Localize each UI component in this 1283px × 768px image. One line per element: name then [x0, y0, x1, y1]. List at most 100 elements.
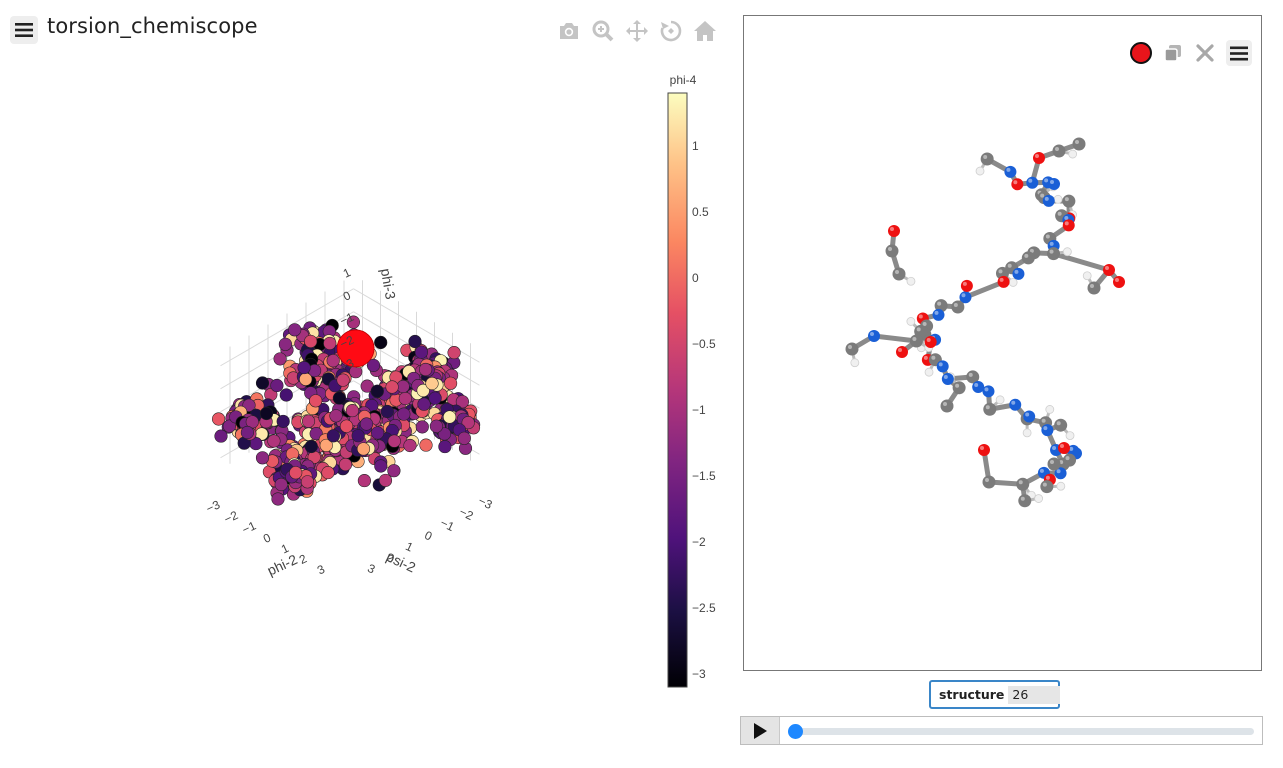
data-point[interactable] [323, 336, 337, 350]
colorbar-title: phi-4 [670, 73, 697, 87]
data-point[interactable] [417, 397, 431, 411]
data-point[interactable] [398, 391, 412, 406]
data-point[interactable] [267, 434, 281, 448]
data-point[interactable] [338, 457, 353, 472]
x-tick-label: −1 [438, 516, 457, 535]
data-point[interactable] [371, 426, 385, 440]
structure-viewer[interactable] [743, 15, 1262, 671]
data-point[interactable] [304, 334, 318, 348]
record-icon[interactable] [1130, 42, 1152, 64]
data-point[interactable] [370, 384, 384, 398]
data-point[interactable] [309, 427, 323, 441]
data-point[interactable] [461, 416, 475, 430]
data-point[interactable] [378, 473, 393, 487]
data-point[interactable] [270, 378, 284, 393]
data-point[interactable] [359, 417, 374, 431]
home-icon[interactable] [692, 18, 718, 44]
data-point[interactable] [438, 440, 452, 454]
data-point[interactable] [374, 335, 388, 350]
data-point[interactable] [288, 323, 302, 337]
scatter-3d-plot[interactable]: −3−2−10123−3−2−10123−3−2−101psi-2phi-2ph… [0, 60, 735, 760]
data-point[interactable] [321, 466, 335, 480]
data-point[interactable] [274, 477, 288, 492]
close-icon[interactable] [1194, 42, 1216, 64]
data-point[interactable] [240, 425, 254, 440]
data-point[interactable] [304, 439, 318, 454]
data-point[interactable] [357, 474, 371, 488]
data-point[interactable] [397, 407, 411, 421]
slider-handle[interactable] [788, 724, 803, 739]
carbon-atom [952, 381, 966, 395]
data-point[interactable] [299, 372, 313, 386]
data-point[interactable] [419, 438, 433, 452]
data-point[interactable] [403, 438, 417, 453]
data-point[interactable] [301, 414, 316, 428]
data-point[interactable] [332, 391, 346, 405]
data-point[interactable] [276, 414, 290, 428]
camera-icon[interactable] [556, 18, 582, 44]
data-point[interactable] [345, 404, 359, 418]
zoom-icon[interactable] [590, 18, 616, 44]
data-point[interactable] [336, 373, 350, 387]
data-point[interactable] [428, 391, 442, 405]
y-tick-label: −2 [222, 508, 241, 527]
play-button[interactable] [741, 717, 780, 744]
data-point[interactable] [457, 431, 471, 445]
data-point[interactable] [356, 442, 371, 456]
data-point[interactable] [300, 475, 315, 489]
data-point[interactable] [212, 412, 226, 426]
colorbar-tick-label: 1 [692, 139, 699, 153]
data-point[interactable] [387, 434, 401, 448]
data-point[interactable] [255, 376, 270, 390]
data-point[interactable] [447, 346, 461, 360]
data-point[interactable] [416, 383, 430, 398]
data-point[interactable] [326, 354, 340, 368]
data-point[interactable] [273, 352, 287, 366]
data-point[interactable] [396, 379, 410, 394]
data-point[interactable] [255, 451, 270, 465]
data-point[interactable] [214, 429, 228, 443]
data-point[interactable] [259, 406, 274, 421]
selected-point-marker[interactable] [336, 329, 375, 368]
data-point[interactable] [443, 410, 457, 424]
data-point[interactable] [326, 429, 340, 443]
data-point[interactable] [329, 409, 343, 423]
data-point[interactable] [271, 492, 285, 506]
data-point[interactable] [429, 419, 443, 433]
data-point[interactable] [366, 358, 381, 372]
data-point[interactable] [419, 362, 433, 377]
data-point[interactable] [415, 420, 429, 434]
structure-index-input[interactable] [1008, 685, 1061, 704]
data-point[interactable] [374, 459, 388, 473]
data-point[interactable] [387, 464, 401, 478]
carbon-atom [845, 342, 859, 356]
data-points[interactable] [212, 315, 481, 506]
duplicate-icon[interactable] [1162, 42, 1184, 64]
data-point[interactable] [279, 388, 293, 402]
data-point[interactable] [425, 376, 439, 391]
data-point[interactable] [351, 429, 365, 443]
viewer-menu-button[interactable] [1226, 40, 1252, 66]
data-point[interactable] [297, 361, 311, 375]
data-point[interactable] [278, 337, 292, 351]
data-point[interactable] [414, 345, 428, 359]
data-point[interactable] [455, 395, 469, 409]
main-menu-button[interactable] [10, 16, 38, 44]
data-point[interactable] [444, 376, 458, 390]
orbit-icon[interactable] [658, 18, 684, 44]
data-point[interactable] [222, 419, 236, 433]
structure-slider[interactable] [791, 728, 1254, 735]
molecule-render[interactable] [744, 16, 1261, 670]
pan-icon[interactable] [624, 18, 650, 44]
data-point[interactable] [339, 419, 354, 433]
carbon-atom [983, 402, 997, 416]
x-tick-label: 0 [422, 528, 434, 544]
z-tick-label: 1 [341, 265, 353, 281]
y-tick-label: −3 [204, 497, 223, 516]
data-point[interactable] [289, 466, 303, 480]
data-point[interactable] [309, 394, 323, 408]
data-point[interactable] [408, 334, 422, 349]
data-point[interactable] [385, 380, 399, 394]
data-point[interactable] [380, 404, 394, 419]
data-point[interactable] [319, 438, 333, 452]
